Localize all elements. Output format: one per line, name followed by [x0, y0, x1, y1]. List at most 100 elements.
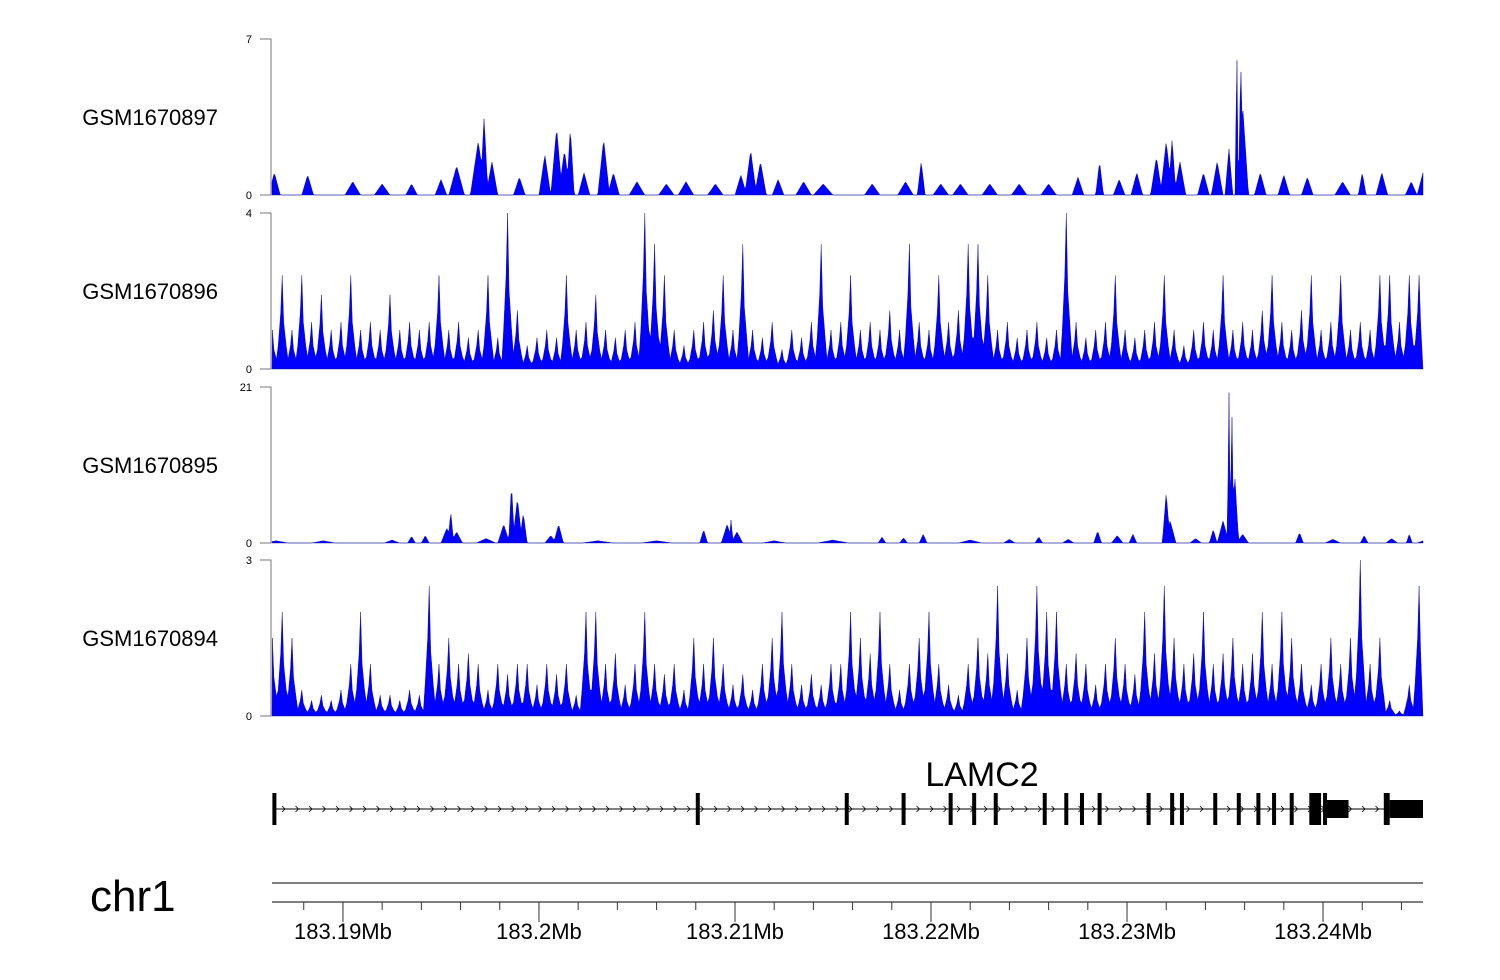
strand-arrow-icon: [1132, 805, 1137, 813]
strand-arrow-icon: [565, 805, 570, 813]
exon: [1042, 793, 1047, 825]
strand-arrow-icon: [470, 805, 475, 813]
x-tick-label: 183.22Mb: [882, 919, 980, 944]
strand-arrow-icon: [430, 805, 435, 813]
strand-arrow-icon: [1105, 805, 1110, 813]
exon: [1289, 793, 1294, 825]
strand-arrow-icon: [943, 805, 948, 813]
strand-arrow-icon: [295, 805, 300, 813]
strand-arrow-icon: [1118, 805, 1123, 813]
strand-arrow-icon: [1267, 805, 1272, 813]
strand-arrow-icon: [335, 805, 340, 813]
strand-arrow-icon: [727, 805, 732, 813]
exon: [1146, 793, 1151, 825]
y-tick-label-min: 0: [246, 190, 252, 202]
exon: [1256, 793, 1261, 825]
strand-arrow-icon: [538, 805, 543, 813]
exon: [1272, 793, 1277, 825]
exon: [695, 793, 700, 825]
strand-arrow-icon: [376, 805, 381, 813]
y-tick-label-max: 21: [240, 382, 252, 394]
strand-arrow-icon: [524, 805, 529, 813]
strand-arrow-icon: [457, 805, 462, 813]
strand-arrow-icon: [592, 805, 597, 813]
y-tick-label-max: 7: [246, 34, 252, 46]
strand-arrow-icon: [1159, 805, 1164, 813]
strand-arrow-icon: [929, 805, 934, 813]
x-tick-label: 183.23Mb: [1078, 919, 1176, 944]
strand-arrow-icon: [1024, 805, 1029, 813]
strand-arrow-icon: [781, 805, 786, 813]
strand-arrow-icon: [1226, 805, 1231, 813]
strand-arrow-icon: [646, 805, 651, 813]
strand-arrow-icon: [1186, 805, 1191, 813]
x-tick-label: 183.2Mb: [496, 919, 582, 944]
track-label: GSM1670895: [82, 453, 218, 478]
exon: [1383, 793, 1390, 825]
gene-label: LAMC2: [925, 756, 1038, 794]
exon: [993, 793, 998, 825]
track-label: GSM1670894: [82, 626, 218, 651]
strand-arrow-icon: [322, 805, 327, 813]
exon: [972, 793, 977, 825]
strand-arrow-icon: [511, 805, 516, 813]
strand-arrow-icon: [605, 805, 610, 813]
track-GSM1670894: GSM1670894 3 0: [82, 555, 1424, 723]
strand-arrow-icon: [1037, 805, 1042, 813]
track-GSM1670895: GSM1670895 21 0: [82, 382, 1424, 550]
strand-arrow-icon: [1348, 805, 1353, 813]
signal-area: [271, 212, 1424, 370]
strand-arrow-icon: [1375, 805, 1380, 813]
strand-arrow-icon: [808, 805, 813, 813]
exon: [272, 793, 277, 825]
genome-axis: chr1 183.19Mb 183.2Mb 183.21Mb 183.22Mb 183.…: [90, 872, 1423, 944]
strand-arrow-icon: [713, 805, 718, 813]
y-axis: [260, 386, 272, 544]
strand-arrow-icon: [1199, 805, 1204, 813]
exon: [948, 793, 953, 825]
track-GSM1670897: GSM1670897 7 0: [82, 34, 1424, 202]
strand-arrow-icon: [1010, 805, 1015, 813]
y-axis: [260, 38, 272, 196]
strand-arrow-icon: [308, 805, 313, 813]
exon: [844, 793, 849, 825]
strand-arrow-icon: [956, 805, 961, 813]
track-label: GSM1670897: [82, 105, 218, 130]
exon: [1079, 793, 1084, 825]
exon: [1213, 793, 1218, 825]
strand-arrow-icon: [1361, 805, 1366, 813]
strand-arrow-icon: [1294, 805, 1299, 813]
strand-arrow-icon: [578, 805, 583, 813]
strand-arrow-icon: [619, 805, 624, 813]
strand-arrow-icon: [1091, 805, 1096, 813]
strand-arrow-icon: [794, 805, 799, 813]
exon: [1323, 793, 1328, 825]
strand-arrow-icon: [740, 805, 745, 813]
y-axis: [260, 212, 272, 370]
strand-arrow-icon: [889, 805, 894, 813]
strand-arrow-icon: [443, 805, 448, 813]
strand-arrow-icon: [551, 805, 556, 813]
y-tick-label-max: 4: [246, 208, 252, 220]
exon: [1179, 793, 1184, 825]
strand-arrow-icon: [497, 805, 502, 813]
strand-arrow-icon: [1051, 805, 1056, 813]
signal-area: [271, 60, 1424, 196]
strand-arrow-icon: [389, 805, 394, 813]
strand-arrow-icon: [484, 805, 489, 813]
strand-arrow-icon: [821, 805, 826, 813]
strand-arrow-icon: [362, 805, 367, 813]
strand-arrow-icon: [862, 805, 867, 813]
exon: [1326, 800, 1349, 818]
strand-arrow-icon: [754, 805, 759, 813]
gene-track: LAMC2: [272, 756, 1423, 825]
data-tracks: GSM167089770GSM167089640GSM1670895210GSM…: [82, 34, 1424, 723]
strand-arrow-icon: [403, 805, 408, 813]
strand-arrow-icon: [1240, 805, 1245, 813]
strand-arrow-icon: [1280, 805, 1285, 813]
exon: [1309, 793, 1322, 825]
strand-arrow-icon: [983, 805, 988, 813]
strand-arrow-icon: [916, 805, 921, 813]
y-tick-label-max: 3: [246, 555, 252, 567]
strand-arrow-icon: [875, 805, 880, 813]
